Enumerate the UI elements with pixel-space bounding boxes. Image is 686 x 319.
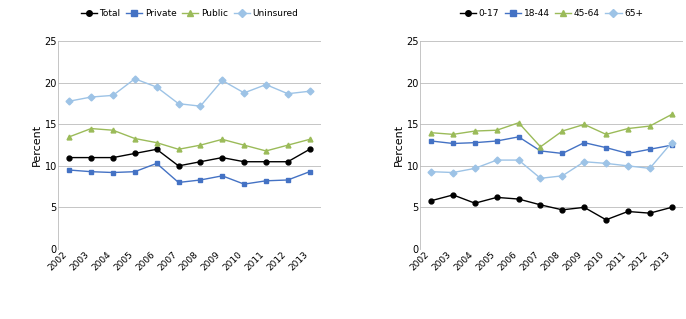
Y-axis label: Percent: Percent — [394, 124, 403, 166]
Y-axis label: Percent: Percent — [32, 124, 42, 166]
Legend: 0-17, 18-44, 45-64, 65+: 0-17, 18-44, 45-64, 65+ — [460, 9, 643, 18]
Legend: Total, Private, Public, Uninsured: Total, Private, Public, Uninsured — [80, 9, 298, 18]
